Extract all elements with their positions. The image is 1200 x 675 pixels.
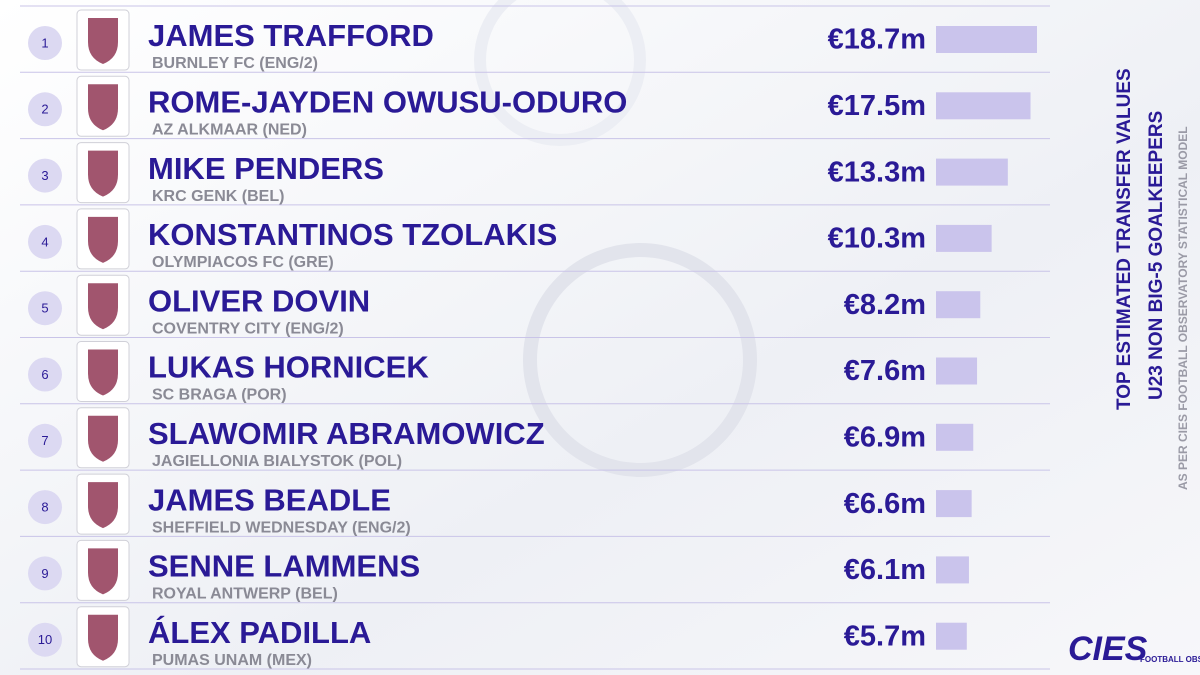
bar <box>936 291 981 319</box>
rank-circle <box>28 622 62 657</box>
player-name: LUKAS HORNICEK <box>148 350 429 385</box>
rank: 7 <box>41 433 48 448</box>
rank: 5 <box>41 301 48 316</box>
player-name: JAMES TRAFFORD <box>148 18 434 53</box>
value-label: €5.7m <box>844 620 926 652</box>
rank: 9 <box>41 566 48 581</box>
rank-circle <box>28 423 62 458</box>
value-label: €8.2m <box>844 289 926 321</box>
club-name: COVENTRY CITY (ENG/2) <box>152 320 344 337</box>
value-label: €10.3m <box>828 223 926 255</box>
rank-circle <box>28 92 62 127</box>
rank-circle <box>28 26 62 60</box>
bar <box>936 224 992 252</box>
club-name: BURNLEY FC (ENG/2) <box>152 55 318 72</box>
value-label: €7.6m <box>844 355 926 387</box>
player-name: ÁLEX PADILLA <box>148 615 371 650</box>
value-label: €17.5m <box>828 90 926 122</box>
club-badge-shield <box>88 548 118 595</box>
value-label: €13.3m <box>828 156 926 188</box>
logo-subtitle: FOOTBALL OBSERVATORY <box>1140 655 1200 664</box>
bar <box>936 490 972 518</box>
player-name: ROME-JAYDEN OWUSU-ODURO <box>148 84 627 119</box>
player-name: SLAWOMIR ABRAMOWICZ <box>148 416 545 451</box>
bar <box>936 26 1037 53</box>
club-badge-shield <box>88 216 118 263</box>
club-name: SHEFFIELD WEDNESDAY (ENG/2) <box>152 519 411 536</box>
value-label: €6.9m <box>844 421 926 453</box>
club-name: ROYAL ANTWERP (BEL) <box>152 586 338 603</box>
player-name: OLIVER DOVIN <box>148 283 370 318</box>
club-badge-shield <box>88 84 118 131</box>
player-name: JAMES BEADLE <box>148 482 391 517</box>
club-name: OLYMPIACOS FC (GRE) <box>152 254 334 271</box>
rank: 3 <box>41 168 48 183</box>
club-name: SC BRAGA (POR) <box>152 387 287 404</box>
rank-circle <box>28 490 62 525</box>
bar <box>936 357 978 385</box>
rank-circle <box>28 224 62 259</box>
bar <box>936 158 1008 186</box>
value-label: €18.7m <box>828 24 926 56</box>
subtitle: U23 NON BIG-5 GOALKEEPERS <box>1146 111 1167 400</box>
club-badge-shield <box>88 415 118 462</box>
player-name: KONSTANTINOS TZOLAKIS <box>148 217 557 252</box>
player-name: MIKE PENDERS <box>148 151 384 186</box>
club-badge-shield <box>88 150 118 197</box>
club-badge-shield <box>88 349 118 396</box>
bar <box>936 556 969 584</box>
rank: 1 <box>41 35 48 50</box>
club-name: AZ ALKMAAR (NED) <box>152 122 307 139</box>
rank: 2 <box>41 102 48 117</box>
logo: CIES <box>1068 630 1148 668</box>
rank-circle <box>28 556 62 591</box>
value-label: €6.6m <box>844 488 926 520</box>
bar <box>936 622 967 650</box>
club-badge-shield <box>88 614 118 661</box>
rank: 8 <box>41 500 48 515</box>
value-label: €6.1m <box>844 554 926 586</box>
rank: 4 <box>41 234 48 249</box>
club-name: JAGIELLONIA BIALYSTOK (POL) <box>152 453 402 470</box>
bar <box>936 423 974 451</box>
rank-circle <box>28 291 62 326</box>
club-badge-shield <box>88 482 118 529</box>
club-badge-shield <box>88 283 118 330</box>
club-name: KRC GENK (BEL) <box>152 188 284 205</box>
rank: 10 <box>38 632 52 647</box>
title: TOP ESTIMATED TRANSFER VALUES <box>1114 68 1135 410</box>
club-name: PUMAS UNAM (MEX) <box>152 652 312 669</box>
rank: 6 <box>41 367 48 382</box>
rank-circle <box>28 357 62 392</box>
player-name: SENNE LAMMENS <box>148 549 420 584</box>
note: AS PER CIES FOOTBALL OBSERVATORY STATIST… <box>1176 126 1190 490</box>
bar <box>936 92 1031 120</box>
ball-decoration <box>474 0 646 146</box>
club-badge-shield <box>88 18 118 64</box>
rank-circle <box>28 158 62 193</box>
